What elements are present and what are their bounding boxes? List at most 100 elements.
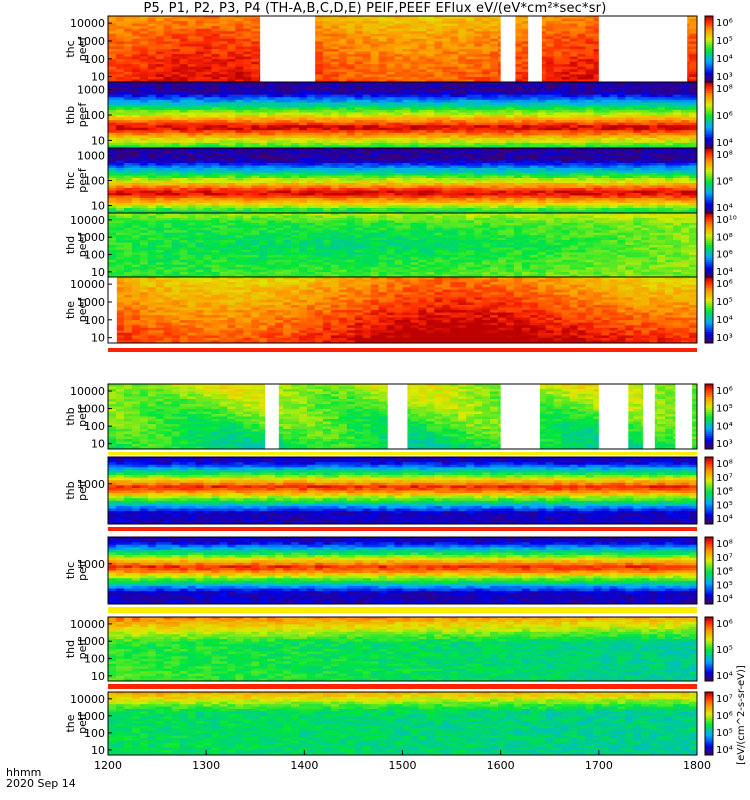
heatmap-cell — [123, 163, 133, 166]
heatmap-cell — [235, 155, 244, 159]
heatmap-cell — [338, 203, 348, 206]
heatmap-cell — [283, 163, 292, 166]
heatmap-cell — [147, 33, 157, 37]
heatmap-cell — [378, 185, 387, 189]
heatmap-cell — [442, 112, 451, 116]
heatmap-cell — [299, 193, 308, 196]
heatmap-cell — [131, 64, 141, 68]
heatmap-cell — [322, 208, 332, 211]
heatmap-cell — [394, 16, 403, 19]
heatmap-cell — [187, 49, 196, 52]
heatmap-cell — [585, 125, 594, 129]
heatmap-cell — [251, 165, 260, 169]
heatmap-cell — [171, 115, 181, 118]
heatmap-cell — [593, 16, 602, 19]
heatmap-cell — [251, 89, 260, 93]
heatmap-cell — [354, 193, 364, 196]
heatmap-cell — [434, 59, 443, 63]
heatmap-cell — [195, 127, 204, 131]
heatmap-cell — [474, 94, 483, 98]
heatmap-cell — [251, 28, 260, 32]
heatmap-cell — [537, 54, 547, 58]
heatmap-cell — [187, 97, 196, 101]
heatmap-cell — [474, 89, 483, 93]
heatmap-cell — [354, 200, 364, 204]
heatmap-cell — [330, 127, 340, 131]
heatmap-cell — [131, 102, 141, 106]
heatmap-cell — [689, 112, 698, 116]
heatmap-cell — [291, 84, 300, 88]
heatmap-cell — [362, 135, 372, 139]
heatmap-cell — [108, 112, 117, 116]
heatmap-cell — [657, 87, 666, 91]
heatmap-cell — [155, 137, 165, 141]
heatmap-cell — [434, 117, 443, 121]
heatmap-cell — [490, 23, 499, 27]
heatmap-cell — [681, 135, 690, 139]
heatmap-cell — [378, 122, 387, 126]
heatmap-cell — [649, 120, 658, 124]
heatmap-cell — [163, 200, 173, 204]
heatmap-cell — [131, 205, 141, 209]
heatmap-cell — [155, 145, 165, 149]
heatmap-cell — [585, 84, 594, 88]
heatmap-cell — [521, 112, 531, 116]
heatmap-cell — [299, 185, 308, 189]
heatmap-cell — [275, 203, 284, 206]
heatmap-cell — [474, 64, 483, 68]
heatmap-cell — [314, 92, 324, 96]
heatmap-cell — [338, 61, 348, 65]
heatmap-cell — [163, 59, 173, 63]
heatmap-cell — [267, 183, 276, 186]
heatmap-cell — [641, 145, 650, 149]
heatmap-cell — [147, 59, 157, 63]
heatmap-cell — [553, 46, 563, 50]
heatmap-cell — [123, 33, 133, 37]
heatmap-cell — [227, 97, 236, 101]
heatmap-cell — [203, 163, 212, 166]
heatmap-cell — [474, 61, 483, 65]
heatmap-cell — [243, 180, 252, 184]
heatmap-cell — [450, 28, 459, 32]
heatmap-cell — [529, 130, 539, 134]
heatmap-cell — [267, 140, 276, 144]
heatmap-cell — [593, 120, 602, 124]
heatmap-cell — [163, 195, 173, 199]
heatmap-cell — [306, 117, 316, 121]
heatmap-cell — [139, 183, 149, 186]
heatmap-cell — [211, 56, 220, 60]
heatmap-cell — [108, 153, 117, 156]
heatmap-cell — [569, 79, 579, 83]
heatmap-cell — [418, 165, 427, 169]
heatmap-cell — [235, 28, 244, 32]
heatmap-cell — [283, 178, 292, 181]
heatmap-cell — [394, 178, 403, 181]
heatmap-cell — [283, 150, 292, 154]
heatmap-cell — [418, 142, 427, 146]
heatmap-cell — [593, 107, 602, 111]
heatmap-cell — [386, 31, 395, 35]
heatmap-cell — [299, 163, 308, 166]
heatmap-cell — [458, 127, 467, 131]
data-gap — [260, 16, 316, 82]
heatmap-cell — [681, 132, 690, 136]
heatmap-cell — [498, 120, 507, 124]
heatmap-cell — [521, 46, 531, 50]
heatmap-cell — [267, 180, 276, 184]
heatmap-cell — [330, 69, 340, 73]
heatmap-cell — [322, 99, 332, 103]
heatmap-cell — [171, 49, 181, 52]
heatmap-cell — [418, 140, 427, 144]
heatmap-cell — [426, 21, 435, 25]
heatmap-cell — [330, 84, 340, 88]
heatmap-cell — [689, 137, 698, 141]
heatmap-cell — [123, 51, 133, 55]
heatmap-cell — [267, 92, 276, 96]
heatmap-cell — [458, 71, 467, 75]
heatmap-cell — [378, 46, 387, 50]
heatmap-cell — [179, 117, 188, 121]
heatmap-cell — [267, 158, 276, 161]
heatmap-cell — [386, 66, 395, 70]
heatmap-cell — [155, 102, 165, 106]
heatmap-cell — [203, 41, 212, 45]
